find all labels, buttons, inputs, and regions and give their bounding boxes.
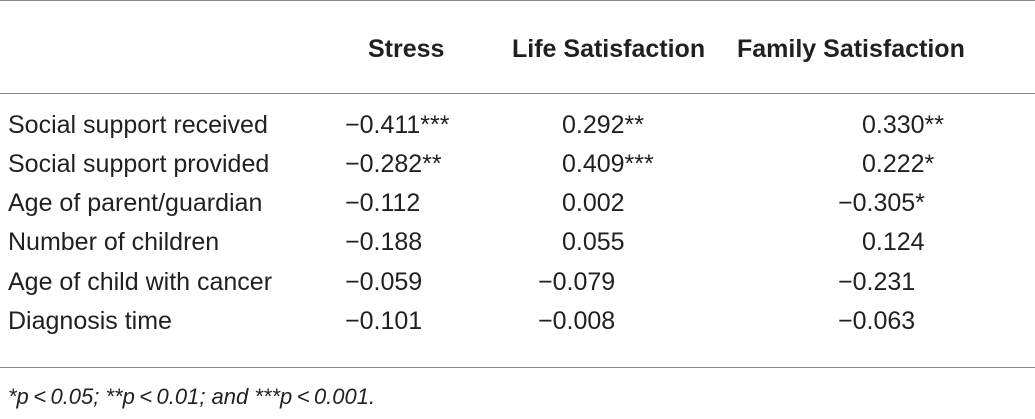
table-row: Diagnosis time −0.101 −0.008 −0.063 xyxy=(0,307,1035,347)
stress-value: −0.101 xyxy=(345,307,423,335)
table-row: Age of parent/guardian −0.112 0.002 −0.3… xyxy=(0,189,1035,229)
row-label: Age of parent/guardian xyxy=(8,189,263,217)
life-satisfaction-value: 0.292** xyxy=(562,111,645,139)
significance-footnote: *p < 0.05; **p < 0.01; and ***p < 0.001. xyxy=(8,384,376,409)
row-label: Social support provided xyxy=(8,150,270,178)
table-row: Age of child with cancer −0.059 −0.079 −… xyxy=(0,268,1035,308)
family-satisfaction-value: 0.330** xyxy=(862,111,945,139)
family-satisfaction-value: −0.231 xyxy=(838,268,916,296)
life-satisfaction-value: 0.409*** xyxy=(562,150,654,178)
table-row: Social support received −0.411*** 0.292*… xyxy=(0,111,1035,151)
life-satisfaction-value: −0.008 xyxy=(538,307,616,335)
stress-value: −0.282** xyxy=(345,150,442,178)
life-satisfaction-value: 0.055 xyxy=(562,228,625,256)
row-label: Social support received xyxy=(8,111,268,139)
family-satisfaction-value: −0.305* xyxy=(838,189,925,217)
header-rule xyxy=(0,93,1035,94)
stress-value: −0.059 xyxy=(345,268,423,296)
life-satisfaction-value: 0.002 xyxy=(562,189,625,217)
stress-value: −0.411*** xyxy=(345,111,450,139)
table-top-rule xyxy=(0,0,1035,1)
column-header-life-satisfaction: Life Satisfaction xyxy=(512,35,706,63)
family-satisfaction-value: 0.124 xyxy=(862,228,925,256)
stress-value: −0.188 xyxy=(345,228,423,256)
family-satisfaction-value: −0.063 xyxy=(838,307,916,335)
column-header-stress: Stress xyxy=(368,35,445,63)
row-label: Number of children xyxy=(8,228,220,256)
stress-value: −0.112 xyxy=(345,189,421,217)
table-row: Social support provided −0.282** 0.409**… xyxy=(0,150,1035,190)
table-bottom-rule xyxy=(0,367,1035,368)
row-label: Age of child with cancer xyxy=(8,268,273,296)
row-label: Diagnosis time xyxy=(8,307,172,335)
table-row: Number of children −0.188 0.055 0.124 xyxy=(0,228,1035,268)
family-satisfaction-value: 0.222* xyxy=(862,150,935,178)
column-header-family-satisfaction: Family Satisfaction xyxy=(737,35,965,63)
life-satisfaction-value: −0.079 xyxy=(538,268,616,296)
